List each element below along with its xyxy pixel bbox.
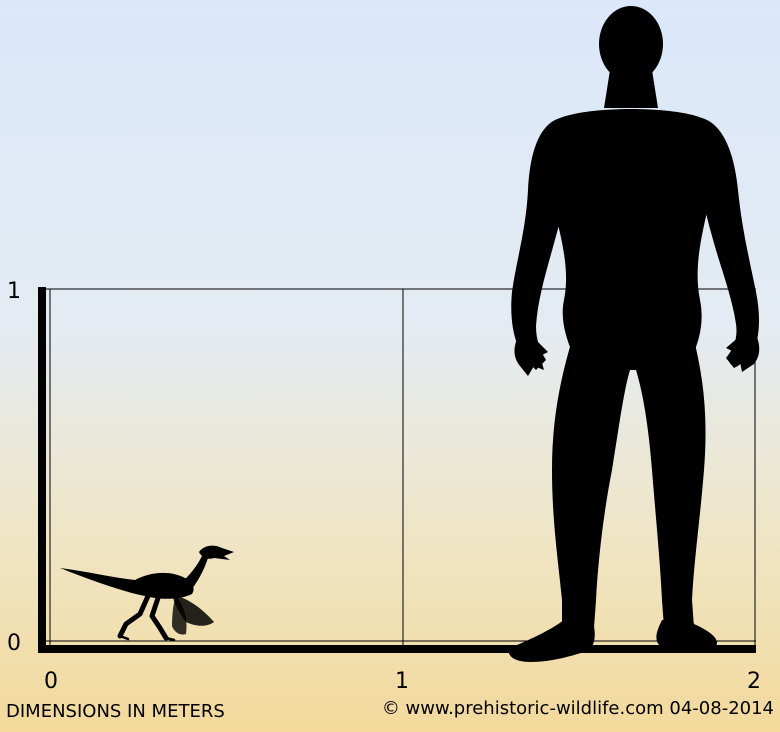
human-head bbox=[599, 6, 663, 82]
x-tick-0: 0 bbox=[44, 669, 58, 694]
human-silhouette bbox=[508, 6, 760, 662]
y-tick-1: 1 bbox=[7, 279, 21, 304]
dinosaur-silhouette bbox=[60, 545, 234, 642]
y-tick-0: 0 bbox=[7, 631, 21, 656]
y-axis-bar bbox=[38, 287, 46, 653]
x-tick-1: 1 bbox=[395, 669, 409, 694]
credit-caption: © www.prehistoric-wildlife.com 04-08-201… bbox=[382, 698, 774, 719]
units-caption: DIMENSIONS IN METERS bbox=[6, 701, 225, 722]
x-axis-bar bbox=[38, 645, 756, 653]
x-tick-2: 2 bbox=[747, 669, 761, 694]
